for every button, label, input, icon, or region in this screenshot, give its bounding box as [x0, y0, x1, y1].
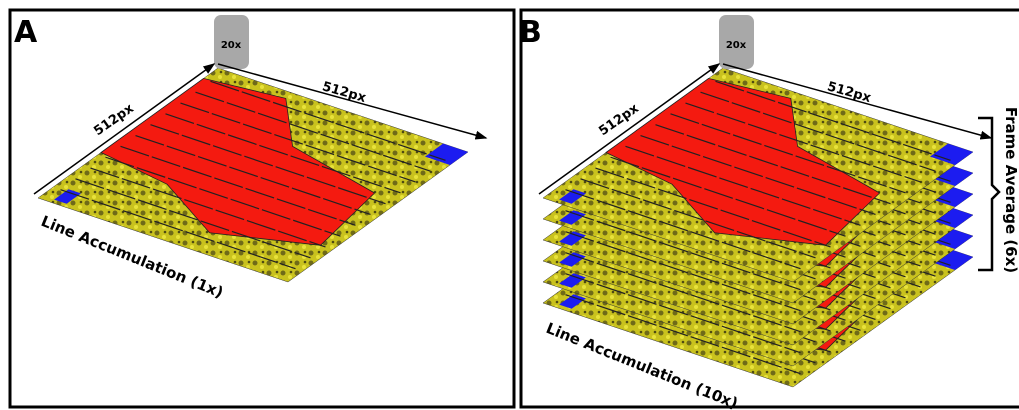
axis-arrow — [217, 63, 488, 140]
objective — [214, 15, 249, 69]
scan-line — [120, 145, 356, 226]
scan-line — [75, 178, 311, 259]
width-label: 512px — [320, 79, 368, 106]
scan-line — [60, 189, 296, 270]
blue-patch — [425, 143, 468, 165]
scan-line — [610, 156, 846, 237]
scan-line — [150, 124, 386, 205]
panel-border — [8, 8, 516, 409]
scan-line — [90, 167, 326, 248]
blue-patch — [559, 210, 586, 225]
frame-label: Frame Average (6x) — [1002, 107, 1019, 273]
scan-line — [210, 80, 446, 161]
scan-line — [565, 294, 801, 375]
blue-patch — [559, 294, 586, 309]
scan-line — [685, 102, 921, 183]
axis-arrow — [722, 63, 993, 140]
scan-line — [565, 273, 801, 354]
scan-line — [595, 167, 831, 248]
blue-patch — [559, 231, 586, 246]
panel-label: A — [14, 15, 38, 50]
red-region — [605, 77, 881, 246]
scan-line — [640, 134, 876, 216]
axis-arrow — [33, 63, 216, 195]
scan-line — [715, 80, 951, 161]
scan-line — [565, 210, 801, 291]
width-label: 512px — [825, 79, 873, 106]
objective — [719, 15, 754, 69]
objective-label: 20x — [726, 40, 747, 51]
frame-bracket — [978, 116, 1001, 272]
scan-line — [670, 113, 906, 194]
blue-patch — [559, 252, 586, 267]
blue-patch — [54, 189, 81, 204]
scan-line — [580, 178, 816, 259]
blue-patch — [559, 273, 586, 288]
scan-line — [105, 156, 341, 237]
scan-line — [135, 134, 371, 216]
scan-line — [565, 231, 801, 312]
red-region — [100, 77, 376, 246]
panel-label: B — [519, 15, 542, 50]
scan-line — [655, 124, 891, 205]
scan-line — [625, 145, 861, 226]
panel-border — [519, 8, 1019, 409]
axis-arrow — [538, 63, 721, 195]
scan-line — [195, 91, 431, 172]
objective-label: 20x — [221, 40, 242, 51]
scan-line — [565, 252, 801, 333]
scan-line — [180, 102, 416, 183]
scan-line — [565, 189, 801, 270]
scan-line — [165, 113, 401, 194]
scan-line — [700, 91, 936, 172]
blue-patch — [930, 143, 973, 165]
blue-patch — [559, 189, 586, 204]
